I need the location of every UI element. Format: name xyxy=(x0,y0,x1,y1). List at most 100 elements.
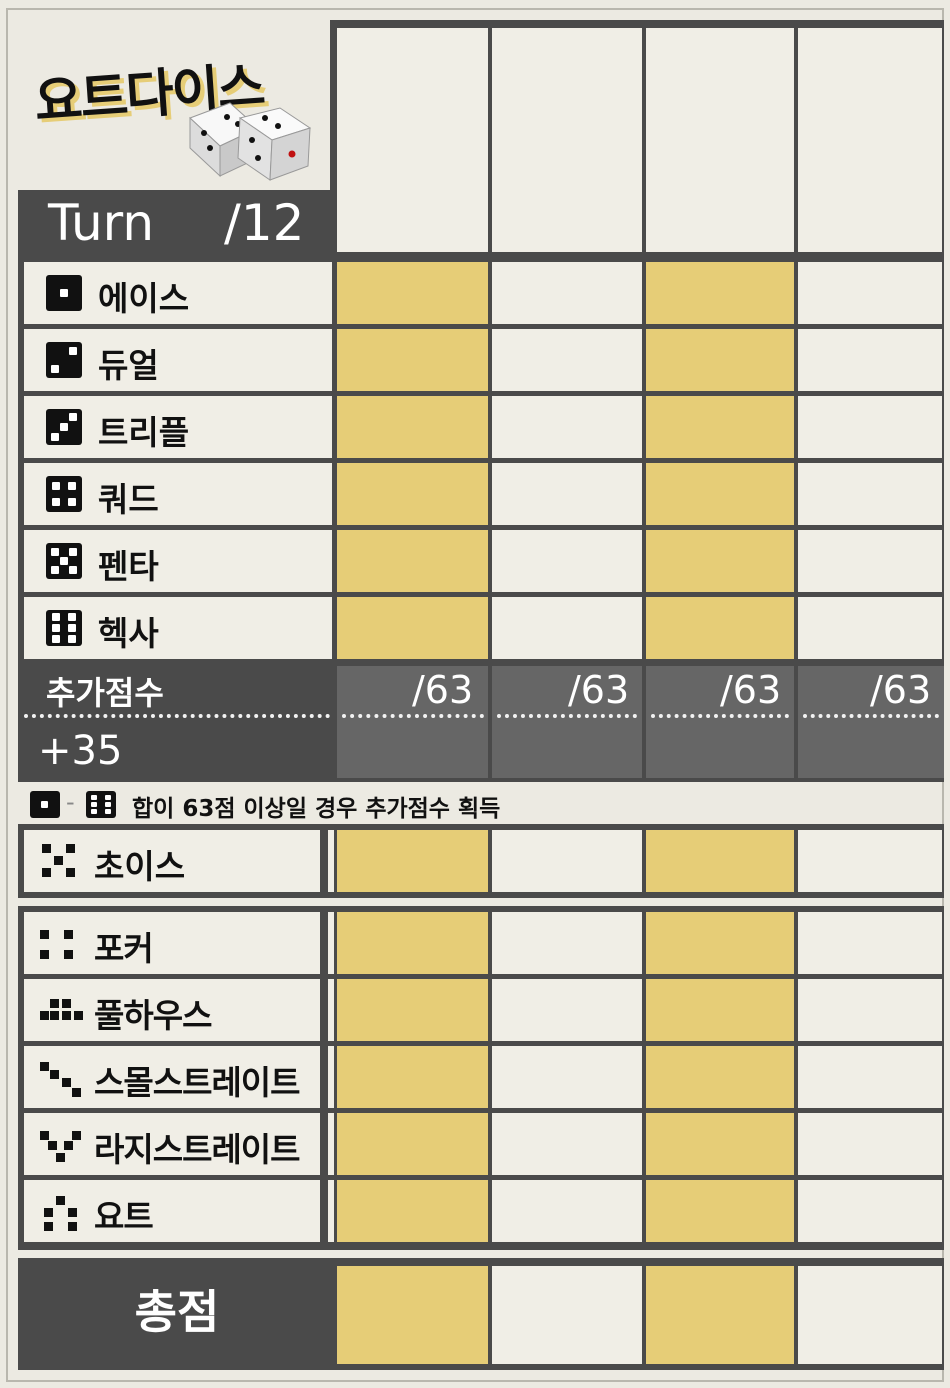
player-header-3[interactable] xyxy=(646,28,794,252)
score-cell[interactable] xyxy=(798,912,942,974)
category-label-cell xyxy=(24,1113,320,1175)
score-cell[interactable] xyxy=(492,463,642,525)
score-cell[interactable] xyxy=(646,1113,794,1175)
score-cell[interactable] xyxy=(798,396,942,458)
score-cell[interactable] xyxy=(798,1046,942,1108)
score-cell[interactable] xyxy=(492,329,642,391)
score-cell[interactable] xyxy=(337,463,488,525)
score-cell[interactable] xyxy=(646,463,794,525)
score-cell[interactable] xyxy=(337,979,488,1041)
score-cell[interactable] xyxy=(798,262,942,324)
mini-die xyxy=(54,856,63,865)
pip xyxy=(69,412,77,421)
choice-gap xyxy=(328,830,334,892)
score-cell[interactable] xyxy=(492,597,642,659)
die-one-icon xyxy=(30,791,60,818)
score-cell[interactable] xyxy=(646,912,794,974)
category-label-cell xyxy=(24,979,320,1041)
bonus-cell-3 xyxy=(646,666,794,778)
mini-die xyxy=(40,1131,49,1140)
player-header-1[interactable] xyxy=(337,28,488,252)
score-cell[interactable] xyxy=(646,979,794,1041)
pip xyxy=(51,365,59,373)
pip xyxy=(60,557,68,565)
score-cell[interactable] xyxy=(337,262,488,324)
score-cell[interactable] xyxy=(337,597,488,659)
score-cell[interactable] xyxy=(492,1180,642,1242)
score-cell[interactable] xyxy=(798,463,942,525)
score-cell[interactable] xyxy=(798,830,942,892)
mini-die xyxy=(72,1088,81,1097)
choice-label-cell xyxy=(24,830,320,892)
lower-divider xyxy=(322,979,326,1041)
player-header-4[interactable] xyxy=(798,28,942,252)
die-one-icon xyxy=(46,275,82,311)
score-cell[interactable] xyxy=(492,530,642,592)
score-cell[interactable] xyxy=(646,530,794,592)
score-cell[interactable] xyxy=(337,329,488,391)
die-four-icon xyxy=(46,476,82,512)
score-cell[interactable] xyxy=(798,530,942,592)
category-label-cell xyxy=(24,912,320,974)
score-cell[interactable] xyxy=(798,1113,942,1175)
die-six-icon xyxy=(86,791,116,818)
category-name: 풀하우스 xyxy=(94,996,212,1035)
bonus-divider-3 xyxy=(651,714,789,718)
bonus-divider-2 xyxy=(497,714,637,718)
score-cell[interactable] xyxy=(646,830,794,892)
lower-gap xyxy=(328,979,334,1041)
pip xyxy=(52,634,61,643)
score-cell[interactable] xyxy=(492,979,642,1041)
score-cell[interactable] xyxy=(337,396,488,458)
lower-divider xyxy=(322,1180,326,1242)
pip xyxy=(69,548,77,556)
four-of-a-kind-icon xyxy=(40,928,84,964)
score-cell[interactable] xyxy=(646,396,794,458)
die-three-icon xyxy=(46,409,82,445)
mini-die xyxy=(68,1222,77,1231)
bonus-note: 합이 63점 이상일 경우 추가점수 획득 xyxy=(132,796,501,822)
score-cell[interactable] xyxy=(646,597,794,659)
score-cell[interactable] xyxy=(337,1180,488,1242)
score-cell[interactable] xyxy=(492,396,642,458)
score-cell[interactable] xyxy=(646,1046,794,1108)
score-cell[interactable] xyxy=(646,1180,794,1242)
lower-gap xyxy=(328,912,334,974)
score-cell[interactable] xyxy=(646,262,794,324)
score-cell[interactable] xyxy=(798,597,942,659)
total-label: 총점 xyxy=(134,1285,220,1339)
score-cell[interactable] xyxy=(337,1046,488,1108)
pip xyxy=(52,613,61,622)
pip xyxy=(67,634,76,643)
mini-die xyxy=(44,1222,53,1231)
bonus-divider-4 xyxy=(803,714,939,718)
score-cell[interactable] xyxy=(798,1180,942,1242)
score-cell[interactable] xyxy=(492,912,642,974)
choice-divider xyxy=(322,830,326,892)
score-cell[interactable] xyxy=(492,262,642,324)
score-cell[interactable] xyxy=(646,329,794,391)
score-cell[interactable] xyxy=(492,830,642,892)
player-header-2[interactable] xyxy=(492,28,642,252)
score-cell[interactable] xyxy=(337,530,488,592)
pip xyxy=(67,624,76,632)
score-cell[interactable] xyxy=(337,1113,488,1175)
bonus-value: +35 xyxy=(38,728,123,774)
score-cell[interactable] xyxy=(492,1113,642,1175)
score-cell[interactable] xyxy=(798,979,942,1041)
score-cell[interactable] xyxy=(492,1046,642,1108)
category-name: 듀얼 xyxy=(98,346,159,385)
mini-die xyxy=(40,950,49,959)
mini-die xyxy=(42,868,51,877)
mini-die xyxy=(72,1131,81,1140)
category-name: 트리플 xyxy=(98,413,190,452)
mini-die xyxy=(56,1153,65,1162)
score-cell[interactable] xyxy=(337,830,488,892)
mini-die xyxy=(40,1062,49,1071)
pip xyxy=(52,624,61,632)
score-cell[interactable] xyxy=(337,912,488,974)
mini-die xyxy=(48,1141,57,1150)
score-cell[interactable] xyxy=(798,329,942,391)
bonus-cell-2 xyxy=(492,666,642,778)
